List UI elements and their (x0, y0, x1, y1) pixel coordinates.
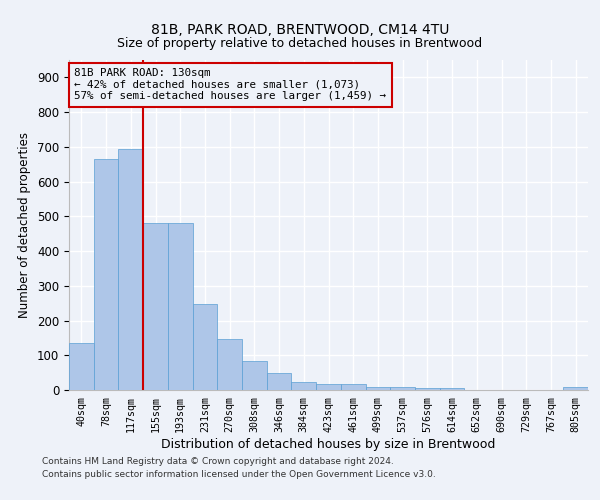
Text: Contains HM Land Registry data © Crown copyright and database right 2024.: Contains HM Land Registry data © Crown c… (42, 458, 394, 466)
Bar (118, 148, 143, 390)
X-axis label: Distribution of detached houses by size in Brentwood: Distribution of detached houses by size … (161, 438, 496, 451)
Bar (168, 224, 193, 390)
Bar (365, 386, 390, 390)
Bar (143, 224, 168, 390)
Bar (390, 387, 415, 390)
Bar (193, 304, 217, 390)
Bar (242, 361, 267, 390)
Bar (69, 343, 94, 390)
Text: 81B, PARK ROAD, BRENTWOOD, CM14 4TU: 81B, PARK ROAD, BRENTWOOD, CM14 4TU (151, 22, 449, 36)
Text: Contains public sector information licensed under the Open Government Licence v3: Contains public sector information licen… (42, 470, 436, 479)
Bar (267, 372, 292, 390)
Bar (292, 382, 316, 390)
Bar (94, 159, 118, 390)
Bar (341, 384, 365, 390)
Bar (217, 338, 242, 390)
Text: Size of property relative to detached houses in Brentwood: Size of property relative to detached ho… (118, 38, 482, 51)
Bar (316, 384, 341, 390)
Text: 81B PARK ROAD: 130sqm
← 42% of detached houses are smaller (1,073)
57% of semi-d: 81B PARK ROAD: 130sqm ← 42% of detached … (74, 68, 386, 102)
Bar (415, 388, 440, 390)
Y-axis label: Number of detached properties: Number of detached properties (19, 132, 31, 318)
Bar (563, 387, 588, 390)
Bar (440, 388, 464, 390)
